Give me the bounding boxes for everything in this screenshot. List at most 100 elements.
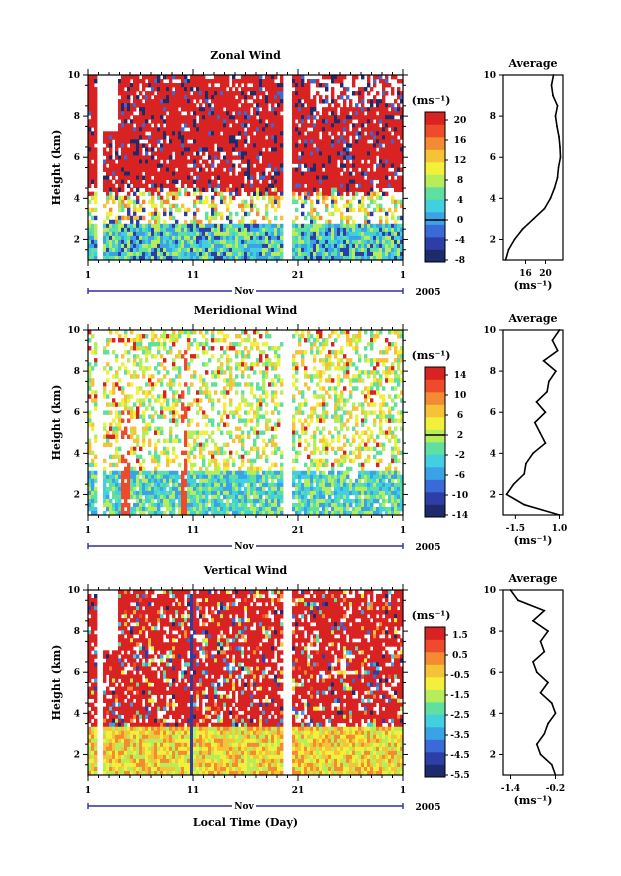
heatmap-cell: [394, 171, 398, 176]
heatmap-cell: [226, 346, 230, 351]
heatmap-cell: [214, 382, 218, 387]
heatmap-cell: [235, 410, 239, 415]
heatmap-cell: [247, 506, 251, 512]
heatmap-cell: [211, 498, 215, 504]
heatmap-cell: [211, 107, 215, 112]
heatmap-cell: [187, 247, 191, 253]
heatmap-cell: [394, 163, 398, 168]
heatmap-cell: [307, 123, 311, 128]
heatmap-cell: [367, 183, 371, 189]
heatmap-cell: [370, 235, 374, 241]
heatmap-cell: [379, 247, 383, 253]
heatmap-cell: [241, 147, 245, 152]
heatmap-cell: [181, 330, 185, 335]
heatmap-cell: [322, 163, 326, 168]
heatmap-cell: [316, 171, 320, 176]
heatmap-cell: [133, 362, 137, 367]
heatmap-cell: [145, 231, 149, 237]
heatmap-cell: [274, 91, 278, 96]
heatmap-cell: [319, 147, 323, 152]
heatmap-cell: [334, 187, 338, 193]
heatmap-cell: [268, 191, 272, 197]
heatmap-cell: [250, 478, 254, 484]
heatmap-cell: [274, 247, 278, 253]
heatmap-cell: [127, 111, 131, 116]
heatmap-cell: [130, 187, 134, 193]
heatmap-cell: [328, 171, 332, 176]
heatmap-cell: [394, 127, 398, 132]
heatmap-cell: [376, 127, 380, 132]
heatmap-cell: [382, 147, 386, 152]
heatmap-cell: [88, 211, 92, 217]
heatmap-cell: [166, 83, 170, 88]
heatmap-cell: [139, 486, 143, 492]
heatmap-cell: [397, 251, 401, 257]
heatmap-cell: [142, 115, 146, 120]
heatmap-cell: [214, 251, 218, 257]
heatmap-cell: [220, 127, 224, 132]
heatmap-cell: [340, 179, 344, 184]
heatmap-cell: [103, 219, 107, 225]
heatmap-cell: [121, 470, 125, 476]
heatmap-cell: [205, 83, 209, 88]
heatmap-cell: [274, 243, 278, 249]
heatmap-cell: [130, 135, 134, 140]
heatmap-cell: [124, 135, 128, 140]
heatmap-cell: [313, 239, 317, 245]
heatmap-cell: [106, 490, 110, 496]
heatmap-cell: [118, 338, 122, 343]
heatmap-cell: [130, 159, 134, 164]
heatmap-cell: [346, 111, 350, 116]
heatmap-cell: [277, 163, 281, 168]
heatmap-cell: [142, 83, 146, 88]
heatmap-cell: [187, 255, 191, 261]
heatmap-cell: [139, 115, 143, 120]
heatmap-cell: [325, 255, 329, 261]
heatmap-cell: [124, 370, 128, 375]
heatmap-cell: [364, 171, 368, 176]
heatmap-cell: [148, 378, 152, 383]
heatmap-cell: [157, 139, 161, 144]
heatmap-cell: [280, 247, 284, 253]
heatmap-cell: [175, 390, 179, 395]
heatmap-cell: [88, 239, 92, 245]
heatmap-cell: [241, 79, 245, 84]
heatmap-cell: [223, 75, 227, 80]
heatmap-cell: [157, 486, 161, 492]
heatmap-cell: [115, 155, 119, 160]
heatmap-cell: [226, 414, 230, 419]
heatmap-cell: [295, 135, 299, 140]
heatmap-cell: [148, 103, 152, 108]
heatmap-cell: [172, 179, 176, 184]
heatmap-cell: [106, 402, 110, 407]
heatmap-cell: [229, 374, 233, 379]
heatmap-cell: [148, 478, 152, 484]
heatmap-cell: [148, 474, 152, 480]
heatmap-cell: [229, 494, 233, 500]
heatmap-cell: [262, 163, 266, 168]
heatmap-cell: [154, 430, 158, 435]
heatmap-cell: [199, 478, 203, 484]
heatmap-cell: [391, 171, 395, 176]
heatmap-cell: [187, 390, 191, 395]
heatmap-cell: [205, 243, 209, 249]
heatmap-cell: [262, 119, 266, 124]
heatmap-cell: [301, 243, 305, 249]
heatmap-cell: [229, 159, 233, 164]
heatmap-cell: [238, 239, 242, 245]
heatmap-cell: [115, 434, 119, 439]
heatmap-cell: [265, 239, 269, 245]
heatmap-cell: [94, 103, 98, 108]
heatmap-cell: [298, 247, 302, 253]
heatmap-cell: [142, 243, 146, 249]
heatmap-cell: [151, 167, 155, 172]
heatmap-cell: [202, 83, 206, 88]
heatmap-cell: [268, 247, 272, 253]
heatmap-cell: [211, 99, 215, 104]
heatmap-cell: [88, 179, 92, 184]
heatmap-cell: [136, 167, 140, 172]
heatmap-cell: [124, 111, 128, 116]
heatmap-cell: [241, 127, 245, 132]
heatmap-cell: [220, 119, 224, 124]
heatmap-cell: [298, 255, 302, 261]
